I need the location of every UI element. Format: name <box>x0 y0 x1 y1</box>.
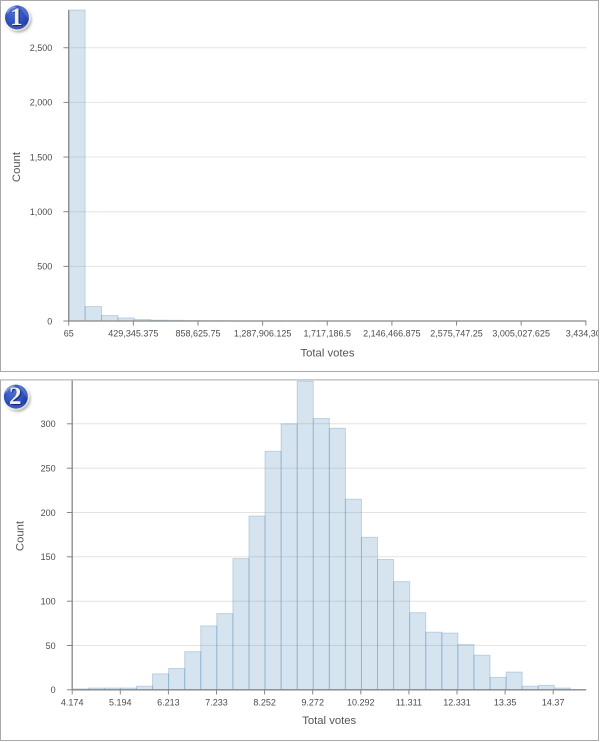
svg-text:0: 0 <box>47 316 52 326</box>
svg-text:150: 150 <box>41 552 56 562</box>
svg-text:2: 2 <box>10 384 23 411</box>
svg-text:429,345.375: 429,345.375 <box>108 329 158 339</box>
svg-text:Total votes: Total votes <box>302 715 356 727</box>
svg-text:1: 1 <box>10 4 23 31</box>
svg-text:250: 250 <box>41 464 56 474</box>
svg-text:11.311: 11.311 <box>396 698 422 708</box>
svg-text:1: 1 <box>11 5 23 32</box>
svg-text:65: 65 <box>64 329 74 339</box>
svg-text:1,000: 1,000 <box>30 207 53 217</box>
svg-text:Total votes: Total votes <box>300 348 354 360</box>
svg-text:1,500: 1,500 <box>30 152 53 162</box>
svg-text:1,717,186.5: 1,717,186.5 <box>303 329 351 339</box>
svg-text:3,434,308: 3,434,308 <box>566 329 600 339</box>
svg-text:9.272: 9.272 <box>301 698 324 708</box>
svg-text:858,625.75: 858,625.75 <box>175 329 220 339</box>
svg-text:0: 0 <box>51 685 56 695</box>
svg-text:2,500: 2,500 <box>30 43 53 53</box>
svg-text:2,000: 2,000 <box>30 98 53 108</box>
svg-text:5.194: 5.194 <box>109 698 132 708</box>
svg-text:13.35: 13.35 <box>494 698 517 708</box>
svg-text:7.233: 7.233 <box>205 698 228 708</box>
svg-text:14.37: 14.37 <box>542 698 565 708</box>
svg-text:Count: Count <box>11 151 23 182</box>
svg-text:2: 2 <box>9 383 21 410</box>
svg-text:12.331: 12.331 <box>443 698 471 708</box>
svg-text:300: 300 <box>41 419 56 429</box>
svg-text:200: 200 <box>41 508 56 518</box>
svg-text:4.174: 4.174 <box>61 698 84 708</box>
svg-text:Count: Count <box>14 520 26 551</box>
svg-text:10.292: 10.292 <box>347 698 375 708</box>
svg-text:500: 500 <box>37 262 52 272</box>
svg-text:6.213: 6.213 <box>157 698 180 708</box>
svg-text:50: 50 <box>46 641 56 651</box>
svg-text:8.252: 8.252 <box>253 698 276 708</box>
svg-text:1,287,906.125: 1,287,906.125 <box>234 329 292 339</box>
svg-text:2,146,466.875: 2,146,466.875 <box>363 329 421 339</box>
svg-text:2,575,747.25: 2,575,747.25 <box>430 329 483 339</box>
svg-text:100: 100 <box>41 597 56 607</box>
svg-text:3,005,027.625: 3,005,027.625 <box>492 329 550 339</box>
